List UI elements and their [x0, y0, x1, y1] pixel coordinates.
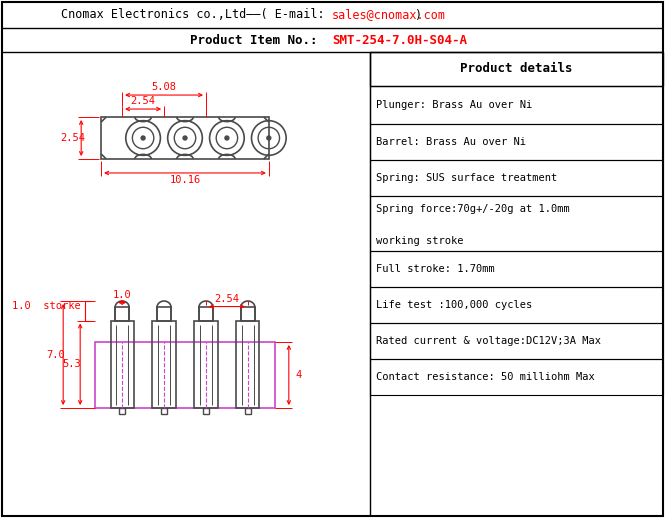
Circle shape	[267, 136, 271, 140]
Bar	[370, 160, 663, 196]
Text: Contact resistance: 50 milliohm Max: Contact resistance: 50 milliohm Max	[376, 372, 595, 382]
Bar	[95, 342, 275, 408]
Bar	[370, 287, 663, 323]
Bar	[203, 408, 209, 414]
Bar	[157, 307, 171, 321]
Bar	[370, 251, 663, 287]
Text: Product Item No.:: Product Item No.:	[190, 34, 332, 47]
Circle shape	[141, 136, 145, 140]
Text: Plunger: Brass Au over Ni: Plunger: Brass Au over Ni	[376, 100, 532, 110]
Bar	[101, 117, 269, 159]
Text: 2.54: 2.54	[61, 133, 86, 143]
Bar	[194, 321, 217, 408]
Text: Rated current & voltage:DC12V;3A Max: Rated current & voltage:DC12V;3A Max	[376, 336, 601, 346]
Text: 5.08: 5.08	[152, 82, 176, 92]
Circle shape	[225, 136, 229, 140]
Text: 7.0: 7.0	[46, 350, 65, 359]
Bar	[152, 321, 176, 408]
Bar	[119, 408, 125, 414]
Text: Cnomax Electronics co.,Ltd——( E-mail:: Cnomax Electronics co.,Ltd——( E-mail:	[61, 8, 332, 22]
Text: 10.16: 10.16	[170, 175, 201, 185]
Text: ): )	[414, 8, 421, 22]
Bar	[241, 307, 255, 321]
Text: 5.3: 5.3	[63, 359, 82, 369]
Bar	[161, 408, 167, 414]
Bar	[115, 307, 129, 321]
Text: Spring force:70g+/-20g at 1.0mm: Spring force:70g+/-20g at 1.0mm	[376, 204, 570, 214]
Text: Full stroke: 1.70mm: Full stroke: 1.70mm	[376, 264, 495, 274]
Text: 2.54: 2.54	[130, 96, 156, 106]
Text: Spring: SUS surface treatment: Spring: SUS surface treatment	[376, 173, 557, 183]
Text: 4: 4	[296, 370, 302, 380]
Bar	[370, 52, 663, 86]
Circle shape	[183, 136, 187, 140]
Bar	[370, 124, 663, 160]
Text: SMT-254-7.0H-S04-A: SMT-254-7.0H-S04-A	[332, 34, 467, 47]
Bar	[370, 196, 663, 251]
Bar	[110, 321, 134, 408]
Text: Barrel: Brass Au over Ni: Barrel: Brass Au over Ni	[376, 137, 526, 147]
Text: sales@cnomax.com: sales@cnomax.com	[332, 8, 446, 22]
Text: Product details: Product details	[460, 63, 573, 76]
Text: 1.0: 1.0	[113, 290, 132, 299]
Bar	[370, 86, 663, 124]
Bar	[370, 359, 663, 395]
Text: 1.0  storke: 1.0 storke	[13, 301, 81, 311]
Bar	[199, 307, 213, 321]
Text: 2.54: 2.54	[214, 294, 239, 304]
Bar	[236, 321, 259, 408]
Bar	[245, 408, 251, 414]
Bar	[370, 323, 663, 359]
Text: Life test :100,000 cycles: Life test :100,000 cycles	[376, 300, 532, 310]
Text: working stroke: working stroke	[376, 236, 464, 246]
